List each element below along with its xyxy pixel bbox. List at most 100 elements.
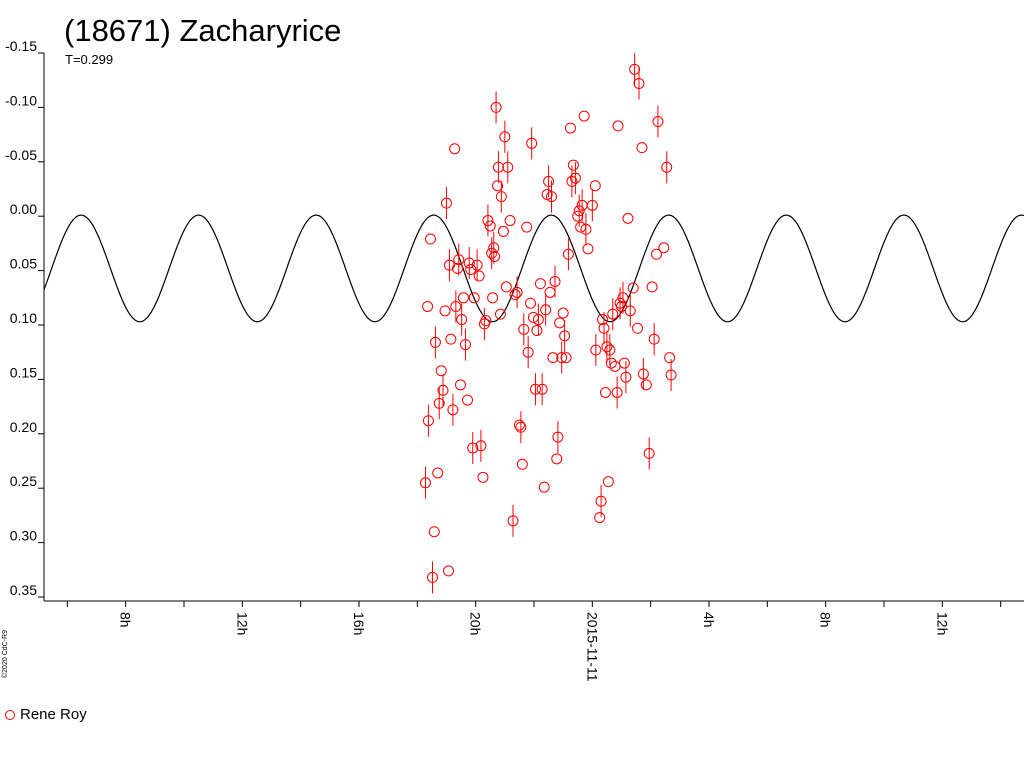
- data-point: [447, 404, 459, 416]
- y-tick-label: 0.05: [10, 256, 37, 272]
- data-point: [636, 142, 648, 154]
- data-point: [618, 357, 630, 369]
- y-tick-group: -0.15 -0.10 -0.05 0.00 0.05 0.10 0.15 0.20 0.25 0…: [5, 38, 44, 598]
- data-point: [605, 357, 617, 369]
- y-tick-label: -0.15: [5, 38, 37, 54]
- data-point: [599, 386, 611, 398]
- data-point: [450, 301, 462, 313]
- data-point: [443, 565, 455, 577]
- x-tick-label: 12h: [234, 612, 250, 635]
- data-point: [445, 333, 457, 345]
- y-tick-label: 0.20: [10, 419, 37, 435]
- data-point: [582, 243, 594, 255]
- data-point: [551, 453, 563, 465]
- data-point: [489, 250, 501, 262]
- data-point: [564, 122, 576, 134]
- data-point: [566, 175, 578, 187]
- data-point: [492, 161, 504, 173]
- y-tick-label: 0.30: [10, 528, 37, 544]
- data-point: [487, 292, 499, 304]
- data-point: [471, 259, 483, 271]
- data-point: [437, 384, 449, 396]
- data-point: [536, 383, 548, 395]
- data-point: [529, 383, 541, 395]
- data-point: [624, 305, 636, 317]
- data-point: [601, 341, 613, 353]
- data-point: [661, 161, 673, 173]
- data-point: [544, 286, 556, 298]
- data-point: [422, 301, 434, 313]
- y-tick-label: 0.10: [10, 310, 37, 326]
- data-point: [546, 191, 557, 203]
- data-point: [507, 515, 519, 527]
- data-point: [589, 180, 601, 192]
- data-point: [522, 346, 534, 358]
- data-point: [560, 352, 572, 364]
- data-point: [572, 210, 584, 222]
- data-point: [453, 254, 465, 266]
- data-point: [452, 262, 464, 274]
- data-point: [455, 379, 466, 391]
- data-point: [547, 352, 559, 364]
- data-point: [441, 197, 452, 209]
- data-point: [490, 101, 502, 113]
- data-point: [664, 352, 676, 364]
- data-point: [648, 333, 660, 345]
- data-point: [427, 571, 438, 583]
- legend-label: Rene Roy: [20, 706, 87, 723]
- data-point: [531, 324, 543, 336]
- data-point: [422, 415, 434, 427]
- data-point: [598, 322, 610, 334]
- data-point: [515, 421, 527, 433]
- data-point: [518, 323, 530, 335]
- x-tick-label: 16h: [351, 612, 367, 635]
- data-point: [525, 297, 536, 309]
- data-point: [611, 386, 623, 398]
- data-point: [500, 281, 512, 293]
- data-point: [556, 352, 568, 364]
- data-point: [449, 143, 461, 155]
- data-point: [502, 161, 514, 173]
- data-point: [457, 292, 469, 304]
- data-point: [477, 471, 489, 483]
- data-point: [632, 322, 644, 334]
- period-label: T=0.299: [65, 52, 113, 67]
- data-point: [432, 467, 444, 479]
- data-point: [511, 286, 523, 298]
- data-point: [554, 317, 566, 329]
- data-point: [627, 282, 639, 294]
- x-tick-label: 20h: [468, 612, 484, 635]
- y-tick-label: -0.10: [5, 92, 37, 108]
- data-point: [540, 304, 552, 316]
- x-tick-label: 8h: [118, 612, 134, 628]
- data-point: [532, 314, 544, 326]
- data-point: [513, 419, 525, 431]
- data-point: [509, 289, 521, 301]
- data-point: [622, 212, 634, 224]
- fit-curve: [43, 214, 1024, 323]
- data-point: [651, 248, 662, 260]
- data-point: [633, 77, 645, 89]
- y-tick-label: 0.25: [10, 473, 37, 489]
- legend: Rene Roy: [5, 706, 87, 723]
- data-point: [456, 314, 468, 326]
- data-point: [497, 225, 509, 237]
- data-point: [595, 495, 607, 507]
- data-point: [468, 292, 480, 304]
- data-point: [473, 270, 485, 282]
- data-point: [567, 159, 579, 171]
- y-tick-label: 0.15: [10, 364, 37, 380]
- data-point: [612, 120, 624, 132]
- copyright-label: ©2020 CdC-R9: [1, 630, 9, 678]
- data-point: [462, 394, 473, 406]
- data-point: [665, 369, 677, 381]
- data-point: [580, 223, 592, 235]
- data-point: [439, 305, 451, 317]
- data-point: [640, 379, 652, 391]
- x-tick-group: 8h 12h 16h 20h 2015-11-11 4h 8h 12h: [66, 601, 1002, 682]
- data-point: [578, 110, 590, 122]
- data-point: [658, 242, 670, 254]
- data-point: [516, 458, 528, 470]
- data-point: [652, 116, 664, 128]
